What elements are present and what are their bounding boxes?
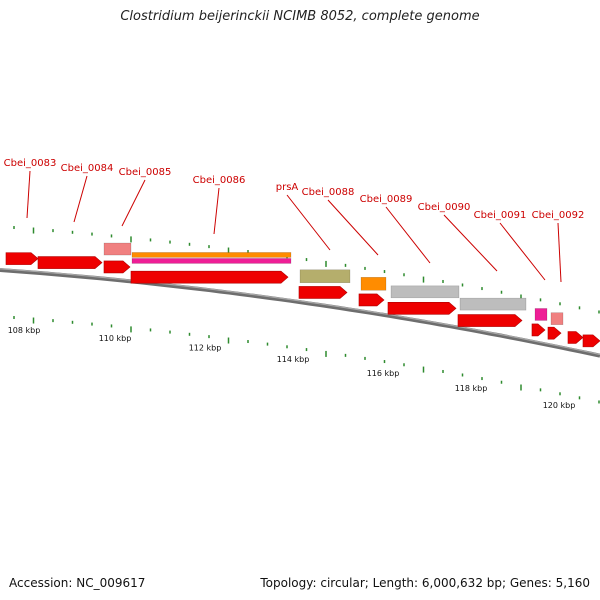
gene-arrows: [5, 252, 600, 348]
gene-arrow: [531, 323, 546, 337]
accession-text: Accession: NC_009617: [9, 576, 146, 590]
scale-labels: 108 kbp 110 kbp 112 kbp 114 kbp 116 kbp 118 k…: [8, 326, 576, 410]
scale-label: 114 kbp: [277, 355, 310, 364]
gene-label: prsA: [276, 182, 299, 193]
feature-bar: [534, 308, 548, 321]
gene-labels: Cbei_0083 Cbei_0084 Cbei_0085 Cbei_0086 prsA…: [4, 158, 585, 221]
gene-arrow: [387, 302, 457, 315]
label-leader-lines: [26, 170, 562, 283]
gene-arrow: [103, 260, 131, 274]
genome-backbone: [0, 268, 600, 358]
leader-line: [121, 179, 146, 227]
feature-bar: [299, 269, 351, 284]
leader-line: [385, 206, 431, 264]
leader-line: [499, 222, 546, 281]
gene-arrow: [547, 326, 562, 340]
scale-label: 116 kbp: [367, 369, 400, 378]
leader-line: [73, 175, 88, 223]
scale-label: 110 kbp: [99, 334, 132, 343]
feature-bar: [390, 285, 460, 299]
gene-arrow: [567, 331, 584, 344]
leader-line: [557, 222, 562, 283]
leader-line: [213, 187, 220, 235]
gene-arrow: [130, 270, 289, 284]
leader-line: [443, 214, 498, 272]
gene-arrow: [37, 256, 103, 269]
gene-arrow: [582, 334, 600, 348]
gene-arrow: [298, 286, 348, 299]
backbone-line: [0, 268, 600, 358]
gene-label: Cbei_0091: [474, 210, 527, 221]
title: Clostridium beijerinckii NCIMB 8052, com…: [120, 9, 480, 24]
scale-label: 118 kbp: [455, 384, 488, 393]
genome-summary-text: Topology: circular; Length: 6,000,632 bp…: [260, 576, 590, 590]
backbone-highlight: [0, 268, 600, 356]
leader-line: [327, 199, 379, 256]
gene-label: Cbei_0084: [61, 163, 114, 174]
feature-bar: [550, 312, 564, 325]
feature-bar: [459, 297, 527, 311]
scale-label: 120 kbp: [543, 401, 576, 410]
gene-arrow: [457, 314, 523, 327]
leader-line: [286, 194, 331, 251]
gene-label: Cbei_0089: [360, 194, 413, 205]
gene-label: Cbei_0088: [302, 187, 355, 198]
feature-bar: [360, 277, 387, 291]
gene-label: Cbei_0083: [4, 158, 57, 169]
gene-arrow: [5, 252, 39, 265]
gene-arrow: [358, 293, 385, 307]
gene-label: Cbei_0085: [119, 167, 172, 178]
feature-bar: [103, 242, 132, 256]
scale-label: 112 kbp: [189, 344, 222, 353]
feature-bar: [131, 252, 292, 258]
gene-label: Cbei_0086: [193, 175, 246, 186]
bottom-tick-marks: [13, 316, 600, 404]
gene-label: Cbei_0092: [532, 210, 585, 221]
gene-label: Cbei_0090: [418, 202, 471, 213]
scale-label: 108 kbp: [8, 326, 41, 335]
feature-bars: [103, 242, 564, 325]
leader-line: [26, 170, 31, 219]
feature-bar: [131, 258, 292, 264]
